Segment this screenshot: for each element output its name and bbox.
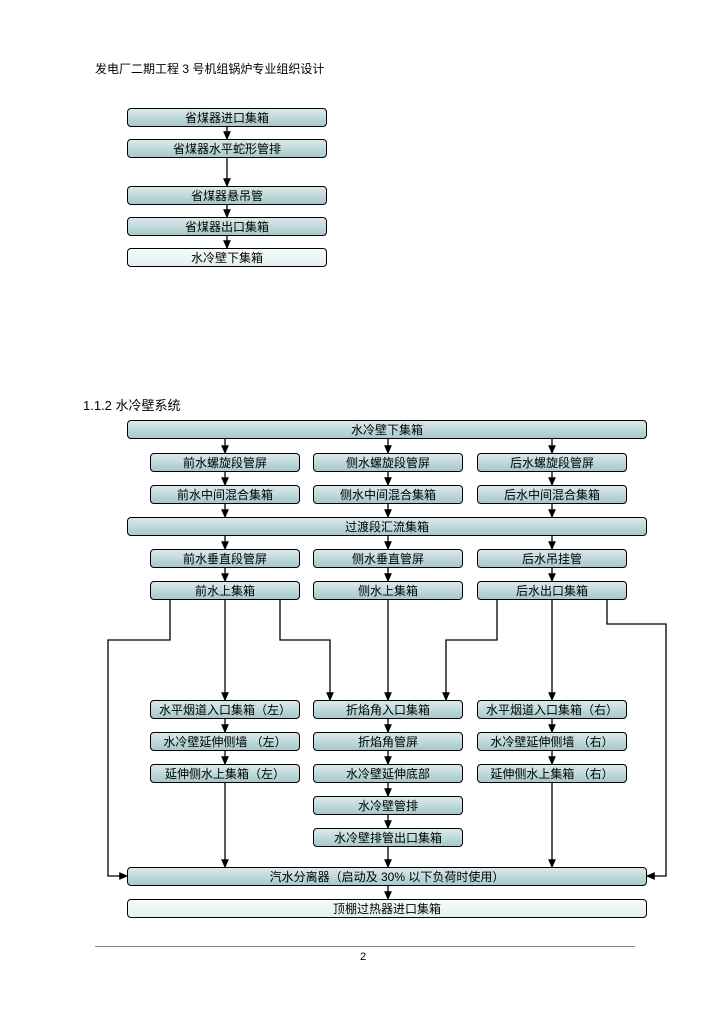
f2-r5c2: 侧水上集箱: [313, 581, 463, 600]
f2-separator: 汽水分离器（启动及 30% 以下负荷时使用）: [127, 867, 647, 886]
section-title: 1.1.2 水冷壁系统: [83, 395, 181, 414]
f2-r10c2: 水冷壁排管出口集箱: [313, 828, 463, 847]
f2-r6c1: 水平烟道入口集箱（左）: [150, 700, 300, 719]
f1-node-4: 省煤器出口集箱: [127, 217, 327, 236]
f2-r5c3: 后水出口集箱: [477, 581, 627, 600]
f2-r7c2: 折焰角管屏: [313, 732, 463, 751]
footer-rule: [95, 946, 635, 947]
f2-r1c1: 前水螺旋段管屏: [150, 453, 300, 472]
f1-node-3: 省煤器悬吊管: [127, 186, 327, 205]
f2-r5c1: 前水上集箱: [150, 581, 300, 600]
f2-r6c3: 水平烟道入口集箱（右）: [477, 700, 627, 719]
f2-r4c1: 前水垂直段管屏: [150, 549, 300, 568]
f2-r8c2: 水冷壁延伸底部: [313, 764, 463, 783]
f2-r9c2: 水冷壁管排: [313, 796, 463, 815]
f1-node-5: 水冷壁下集箱: [127, 248, 327, 267]
f2-r4c3: 后水吊挂管: [477, 549, 627, 568]
f2-r6c2: 折焰角入口集箱: [313, 700, 463, 719]
f2-r1c2: 侧水螺旋段管屏: [313, 453, 463, 472]
f2-r1c3: 后水螺旋段管屏: [477, 453, 627, 472]
page-header: 发电厂二期工程 3 号机组锅炉专业组织设计: [95, 60, 324, 77]
f2-r2c2: 侧水中间混合集箱: [313, 485, 463, 504]
f2-r8c3: 延伸侧水上集箱 （右）: [477, 764, 627, 783]
page-number: 2: [0, 951, 726, 963]
f2-r2c1: 前水中间混合集箱: [150, 485, 300, 504]
f2-r8c1: 延伸侧水上集箱（左）: [150, 764, 300, 783]
f1-node-2: 省煤器水平蛇形管排: [127, 139, 327, 158]
f2-top: 水冷壁下集箱: [127, 420, 647, 439]
f2-r4c2: 侧水垂直管屏: [313, 549, 463, 568]
f2-bottom: 顶棚过热器进口集箱: [127, 899, 647, 918]
f2-r2c3: 后水中间混合集箱: [477, 485, 627, 504]
f2-r7c3: 水冷壁延伸侧墙 （右）: [477, 732, 627, 751]
f1-node-1: 省煤器进口集箱: [127, 108, 327, 127]
f2-r3: 过渡段汇流集箱: [127, 517, 647, 536]
page: 发电厂二期工程 3 号机组锅炉专业组织设计 省煤器进口集箱 省煤器水平蛇形管排 …: [0, 0, 726, 1026]
f2-r7c1: 水冷壁延伸侧墙 （左）: [150, 732, 300, 751]
